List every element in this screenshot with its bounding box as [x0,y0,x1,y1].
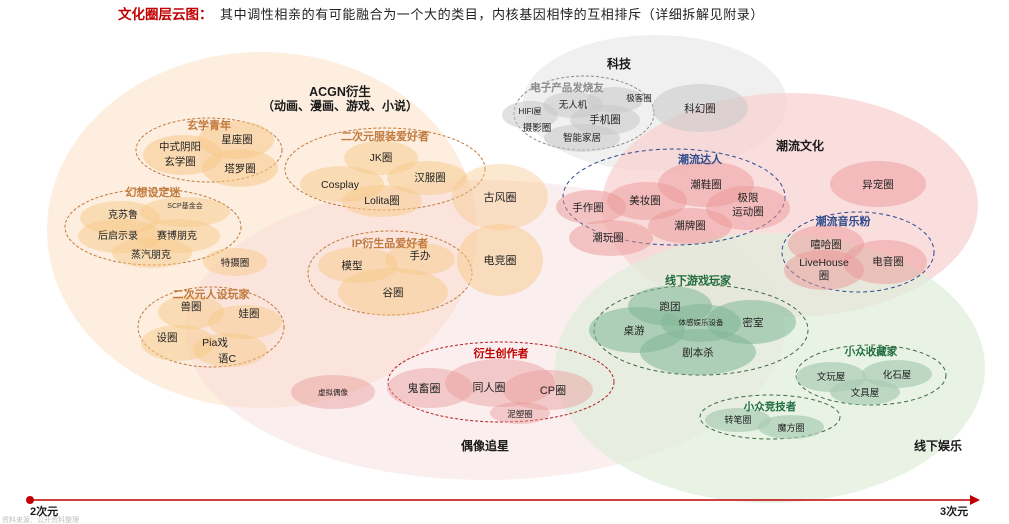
svg-text:玄学圈: 玄学圈 [164,155,196,168]
svg-text:克苏鲁: 克苏鲁 [108,208,138,221]
svg-text:语C: 语C [218,353,236,365]
svg-text:化石屋: 化石屋 [883,369,912,381]
svg-text:剧本杀: 剧本杀 [682,346,714,359]
svg-text:模型: 模型 [342,259,363,272]
svg-text:赛博朋克: 赛博朋克 [157,229,197,242]
svg-text:IP衍生品爱好者: IP衍生品爱好者 [352,236,428,250]
svg-text:电竞圈: 电竞圈 [484,253,517,267]
svg-text:Pia戏: Pia戏 [202,337,228,349]
svg-text:兽圈: 兽圈 [181,300,202,313]
svg-text:线下游戏玩家: 线下游戏玩家 [665,273,732,287]
svg-text:幻想设定迷: 幻想设定迷 [126,185,182,199]
svg-text:SCP基金会: SCP基金会 [167,201,202,210]
svg-text:美妆圈: 美妆圈 [629,194,661,207]
svg-text:小众收藏家: 小众收藏家 [844,345,898,358]
svg-text:古风圈: 古风圈 [484,191,517,204]
svg-text:电子产品发烧友: 电子产品发烧友 [530,81,604,94]
svg-text:（动画、漫画、游戏、小说）: （动画、漫画、游戏、小说） [262,98,418,113]
svg-text:特摄圈: 特摄圈 [221,257,250,269]
svg-text:二次元人设玩家: 二次元人设玩家 [173,287,251,301]
svg-text:设圈: 设圈 [157,332,178,344]
svg-text:极限: 极限 [738,191,759,204]
svg-text:文具屋: 文具屋 [851,387,880,399]
svg-text:ACGN衍生: ACGN衍生 [309,84,371,99]
svg-text:玄学青年: 玄学青年 [187,118,231,132]
svg-text:潮流文化: 潮流文化 [776,138,824,153]
svg-text:二次元服装爱好者: 二次元服装爱好者 [341,129,429,143]
svg-text:转笔圈: 转笔圈 [724,414,751,425]
svg-text:星座圈: 星座圈 [221,133,253,146]
svg-text:极客圈: 极客圈 [626,93,652,103]
svg-text:潮鞋圈: 潮鞋圈 [690,178,722,191]
svg-text:魔方圈: 魔方圈 [777,422,804,433]
svg-text:圈: 圈 [819,270,830,282]
svg-text:文化圈层云图：: 文化圈层云图： [118,6,213,22]
svg-text:运动圈: 运动圈 [732,206,764,218]
svg-text:CP圈: CP圈 [540,384,566,397]
svg-text:异宠圈: 异宠圈 [862,178,894,191]
svg-text:跑团: 跑团 [660,300,681,313]
svg-text:HIFI屋: HIFI屋 [518,107,541,116]
svg-text:线下娱乐: 线下娱乐 [914,438,962,453]
svg-text:文玩屋: 文玩屋 [817,371,846,383]
svg-text:汉服圈: 汉服圈 [414,172,446,184]
svg-text:LiveHouse: LiveHouse [799,257,849,269]
svg-text:同人圈: 同人圈 [473,381,506,394]
svg-text:蒸汽朋克: 蒸汽朋克 [131,248,171,261]
svg-text:泥塑圈: 泥塑圈 [507,409,533,419]
svg-text:密室: 密室 [743,316,764,329]
svg-text:资料来源：公开资料整理: 资料来源：公开资料整理 [2,515,79,524]
svg-text:后启示录: 后启示录 [98,229,138,242]
svg-text:其中调性相亲的有可能融合为一个大的类目，内核基因相悖的互相排: 其中调性相亲的有可能融合为一个大的类目，内核基因相悖的互相排斥（详细拆解见附录） [220,7,764,22]
svg-text:偶像追星: 偶像追星 [461,438,509,453]
svg-text:小众竞技者: 小众竞技者 [743,400,797,413]
svg-text:Cosplay: Cosplay [321,179,360,191]
svg-text:科技: 科技 [607,56,632,71]
svg-text:科幻圈: 科幻圈 [684,102,716,115]
svg-text:娃圈: 娃圈 [239,307,260,320]
svg-text:潮玩圈: 潮玩圈 [592,231,624,244]
svg-text:嘻哈圈: 嘻哈圈 [810,238,842,251]
svg-text:摄影圈: 摄影圈 [523,122,552,134]
svg-text:中式阴阳: 中式阴阳 [159,140,201,153]
svg-text:体感娱乐设备: 体感娱乐设备 [679,317,724,327]
svg-text:手办: 手办 [410,249,431,262]
svg-text:手作圈: 手作圈 [572,201,604,214]
svg-text:潮流音乐粉: 潮流音乐粉 [816,214,871,228]
svg-text:手机圈: 手机圈 [589,113,621,126]
svg-text:潮牌圈: 潮牌圈 [674,219,706,232]
svg-text:无人机: 无人机 [559,99,588,111]
svg-text:谷圈: 谷圈 [383,287,404,299]
svg-text:桌游: 桌游 [624,324,645,337]
svg-text:鬼畜圈: 鬼畜圈 [408,381,441,395]
svg-text:潮流达人: 潮流达人 [678,152,723,166]
svg-text:3次元: 3次元 [940,504,968,518]
svg-text:衍生创作者: 衍生创作者 [473,346,529,360]
svg-text:智能家居: 智能家居 [563,132,601,144]
svg-text:虚拟偶像: 虚拟偶像 [318,387,348,397]
svg-text:电音圈: 电音圈 [872,255,904,268]
svg-text:塔罗圈: 塔罗圈 [224,162,256,175]
svg-text:2次元: 2次元 [30,504,58,518]
svg-text:JK圈: JK圈 [370,152,393,164]
svg-text:Lolita圈: Lolita圈 [364,195,400,207]
